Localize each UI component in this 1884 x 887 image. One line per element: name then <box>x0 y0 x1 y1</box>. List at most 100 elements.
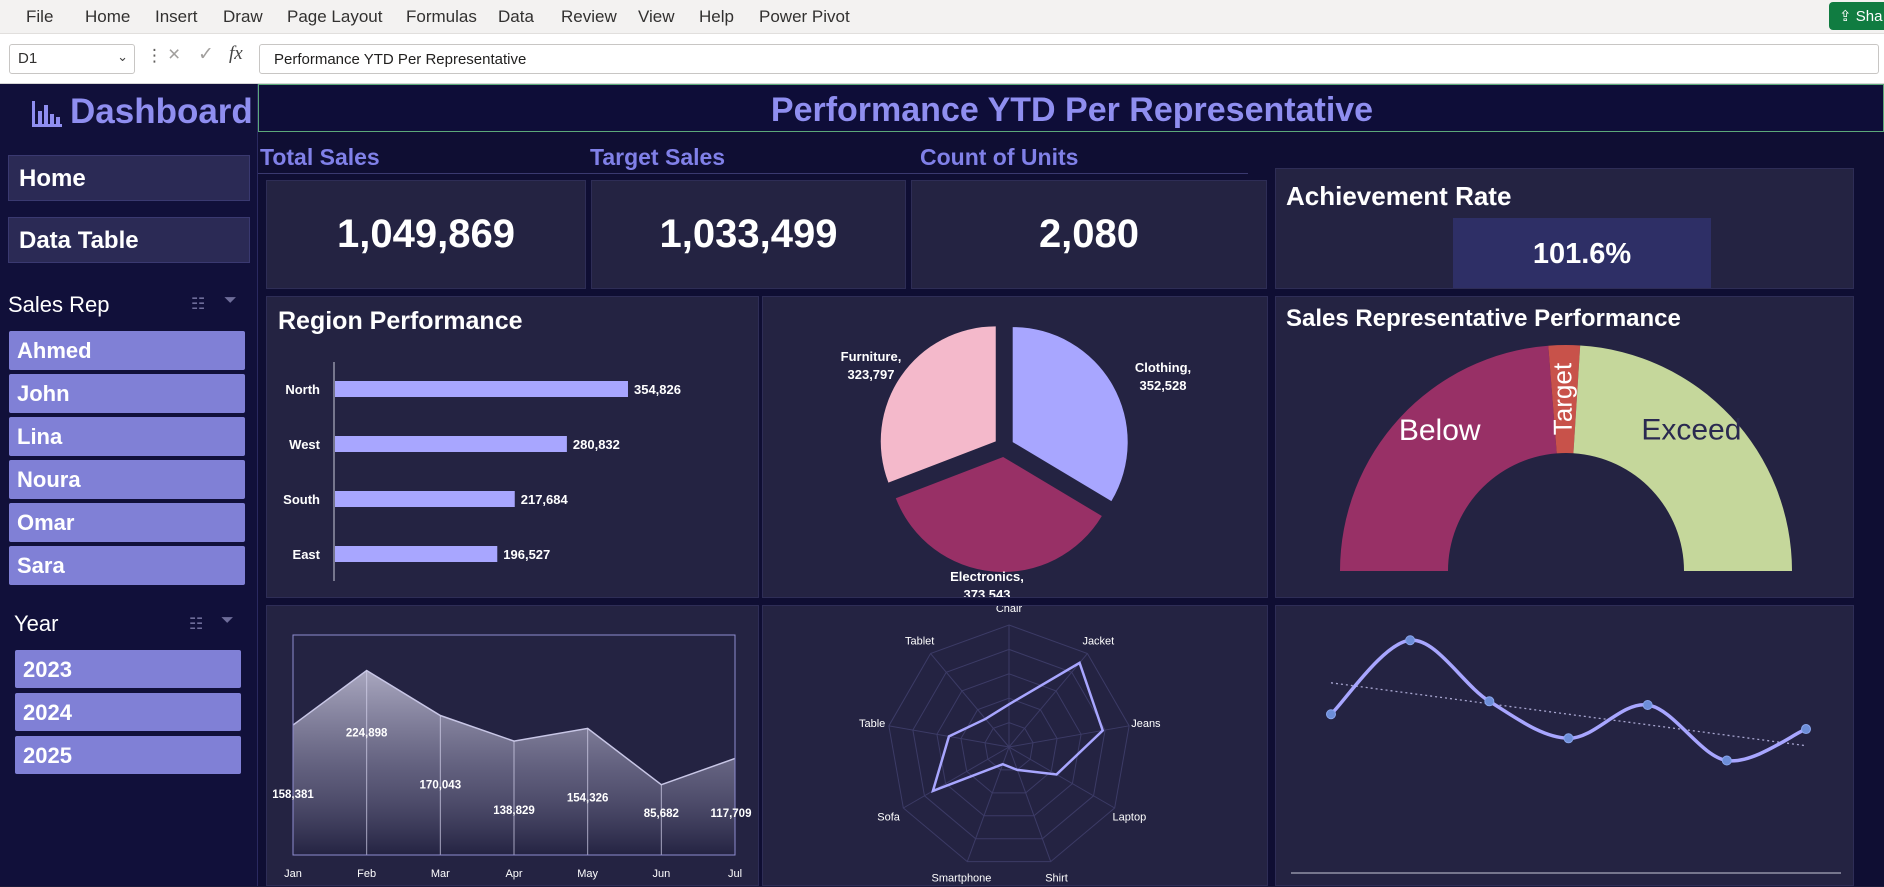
gauge-label-target: Target <box>1547 362 1578 435</box>
radar-axis-label: Sofa <box>877 812 901 824</box>
radar-spoke <box>1008 746 1052 862</box>
bar-data-label: 354,826 <box>634 382 681 397</box>
radar-grid-ring <box>888 624 1130 863</box>
slicer-item-2023[interactable]: 2023 <box>15 650 241 688</box>
category-pie-card: Clothing, 352,528 Electronics, 373,543 Furni… <box>762 296 1268 598</box>
menu-home[interactable]: Home <box>85 7 131 26</box>
menu-draw[interactable]: Draw <box>223 7 263 26</box>
gauge-label-below: Below <box>1399 414 1481 447</box>
chevron-down-icon[interactable]: ⌄ <box>117 49 128 64</box>
insert-function-icon[interactable]: fx <box>229 43 243 64</box>
line-data-point <box>1326 709 1336 720</box>
kpi-value-total-sales: 1,049,869 <box>337 212 515 256</box>
area-data-label: 85,682 <box>644 808 679 820</box>
monthly-sales-card: 158,381 Jan 224,898 Feb 170,043 Mar 138,829 Apr… <box>266 605 759 886</box>
nav-home-button[interactable]: Home <box>8 155 250 201</box>
menu-file[interactable]: File <box>26 7 54 26</box>
gauge-segment-target <box>1548 345 1581 454</box>
line-data-point <box>1405 635 1416 646</box>
kpi-value-target-sales: 1,033,499 <box>659 212 838 256</box>
more-options-icon[interactable]: ⋮ <box>146 46 163 65</box>
menu-formulas[interactable]: Formulas <box>406 7 477 26</box>
kpi-label-target-sales: Target Sales <box>590 144 726 170</box>
gauge-segment-below <box>1340 345 1557 571</box>
clear-filter-icon[interactable]: ⏷ <box>221 612 234 629</box>
slicer-item-omar[interactable]: Omar <box>9 503 245 542</box>
area-plot-border <box>292 634 736 856</box>
bar-category-label: South <box>283 492 320 507</box>
category-pie-chart: Clothing, 352,528 Electronics, 373,543 Furni… <box>841 326 1191 597</box>
radar-axis-label: Chair <box>996 606 1023 615</box>
pie-value-label: 323,797 <box>848 367 895 382</box>
bar-data-label: 280,832 <box>573 437 620 452</box>
area-month-label: Jan <box>284 868 302 880</box>
kpi-card-count-of-units: 2,080 <box>911 180 1267 289</box>
kpi-divider <box>258 173 1248 174</box>
menu-insert[interactable]: Insert <box>155 7 198 26</box>
bar-category-label: East <box>293 547 321 562</box>
dashboard-logo: Dashboard <box>32 92 253 132</box>
ribbon-menu-bar: File Home Insert Draw Page Layout Formul… <box>0 0 1884 34</box>
pie-value-label: 352,528 <box>1140 378 1187 393</box>
slicer-item-lina[interactable]: Lina <box>9 417 245 456</box>
bar-west <box>335 436 567 452</box>
radar-axis-label: Table <box>859 718 885 730</box>
pie-slice-furniture <box>880 326 996 483</box>
trend-line-chart <box>1291 635 1841 874</box>
achievement-rate-box: 101.6% <box>1453 218 1711 288</box>
line-data-point <box>1563 733 1574 744</box>
multi-select-icon[interactable]: ☷ <box>189 616 204 633</box>
bar-category-label: West <box>289 437 320 452</box>
kpi-value-count-of-units: 2,080 <box>1038 212 1140 256</box>
region-performance-title: Region Performance <box>278 307 523 335</box>
line-data-point <box>1801 724 1811 735</box>
line-data-point <box>1721 755 1732 766</box>
area-data-label: 170,043 <box>420 780 462 792</box>
cancel-icon[interactable]: × <box>168 43 181 66</box>
radar-axis-label: Jeans <box>1131 718 1161 730</box>
multi-select-icon[interactable]: ☷ <box>191 296 206 313</box>
clear-filter-icon[interactable]: ⏷ <box>224 292 237 309</box>
share-label: Sha <box>1855 8 1883 25</box>
slicer-item-john[interactable]: John <box>9 374 245 413</box>
menu-page-layout[interactable]: Page Layout <box>287 7 383 26</box>
radar-axis-label: Jacket <box>1082 636 1114 648</box>
area-data-label: 224,898 <box>346 728 388 740</box>
menu-help[interactable]: Help <box>699 7 734 26</box>
slicer-item-ahmed[interactable]: Ahmed <box>9 331 245 370</box>
bar-data-label: 217,684 <box>521 492 569 507</box>
radar-spoke <box>966 746 1010 862</box>
menu-view[interactable]: View <box>638 7 675 26</box>
product-radar-chart: Chair Jacket Jeans Laptop Shirt Smartphone Sof… <box>859 606 1161 885</box>
slicer-item-sara[interactable]: Sara <box>9 546 245 585</box>
bar-east <box>335 546 498 562</box>
line-data-point <box>1484 696 1495 707</box>
enter-check-icon[interactable]: ✓ <box>198 44 214 65</box>
formula-text: Performance YTD Per Representative <box>274 51 527 68</box>
title-cell[interactable]: Performance YTD Per Representative <box>258 84 1884 132</box>
share-button[interactable]: ⇪ Sha <box>1829 2 1884 30</box>
menu-review[interactable]: Review <box>561 7 617 26</box>
radar-grid-ring <box>960 697 1058 794</box>
radar-spoke <box>930 653 1010 748</box>
pie-value-label: 373,543 <box>964 587 1011 597</box>
slicer-item-2024[interactable]: 2024 <box>15 693 241 731</box>
area-data-label: 154,326 <box>567 792 609 804</box>
nav-data-table-button[interactable]: Data Table <box>8 217 250 263</box>
radar-spoke <box>903 746 1010 809</box>
slicer-item-2025[interactable]: 2025 <box>15 736 241 774</box>
kpi-label-count-of-units: Count of Units <box>920 144 1079 170</box>
menu-data[interactable]: Data <box>498 7 534 26</box>
name-box[interactable]: D1 ⌄ <box>9 44 135 74</box>
formula-input[interactable]: Performance YTD Per Representative <box>259 44 1879 74</box>
area-month-label: Mar <box>431 868 450 880</box>
achievement-rate-title: Achievement Rate <box>1286 181 1512 211</box>
radar-axis-label: Smartphone <box>931 873 991 885</box>
gauge-segment-exceed <box>1573 345 1792 571</box>
cell-reference: D1 <box>18 50 38 67</box>
slicer-item-noura[interactable]: Noura <box>9 460 245 499</box>
achievement-rate-value: 101.6% <box>1532 238 1632 270</box>
line-data-point <box>1642 700 1653 710</box>
menu-power-pivot[interactable]: Power Pivot <box>759 7 850 26</box>
region-bar-chart: North 354,826 West 280,832 South 217,684 East 1… <box>283 362 681 581</box>
